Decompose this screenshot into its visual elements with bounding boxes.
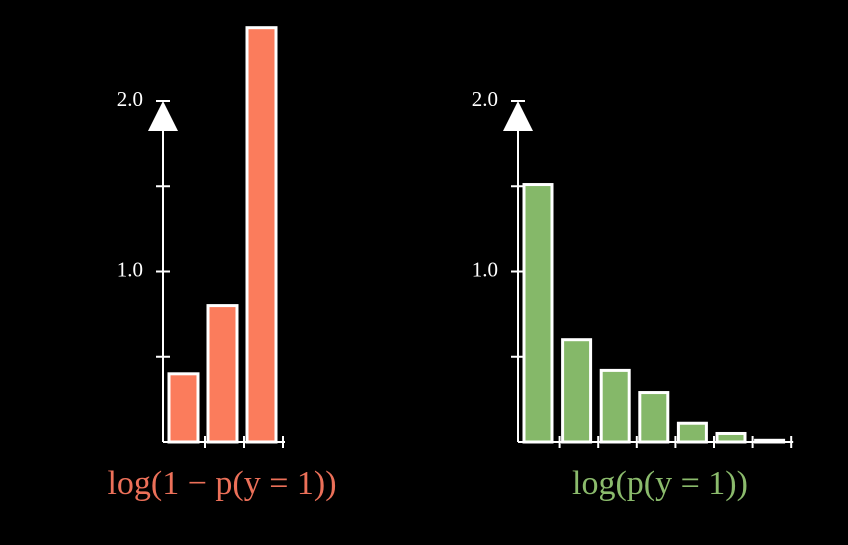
bar — [167, 372, 200, 444]
y-tick-label: 1.0 — [472, 257, 498, 281]
bar — [245, 26, 278, 444]
x-axis-label: log(p(y = 1)) — [572, 465, 748, 502]
x-axis-label: log(1 − p(y = 1)) — [107, 465, 336, 502]
bar — [599, 368, 631, 444]
bar — [676, 421, 708, 444]
y-axis-arrow — [148, 101, 178, 131]
y-tick-label: 1.0 — [117, 257, 143, 281]
bar — [638, 391, 670, 444]
y-tick-label: 2.0 — [117, 87, 143, 111]
bar — [561, 338, 593, 444]
bar — [522, 183, 554, 444]
bar — [206, 304, 239, 444]
bar — [715, 431, 747, 444]
y-tick-label: 2.0 — [472, 87, 498, 111]
y-axis-arrow — [503, 101, 533, 131]
